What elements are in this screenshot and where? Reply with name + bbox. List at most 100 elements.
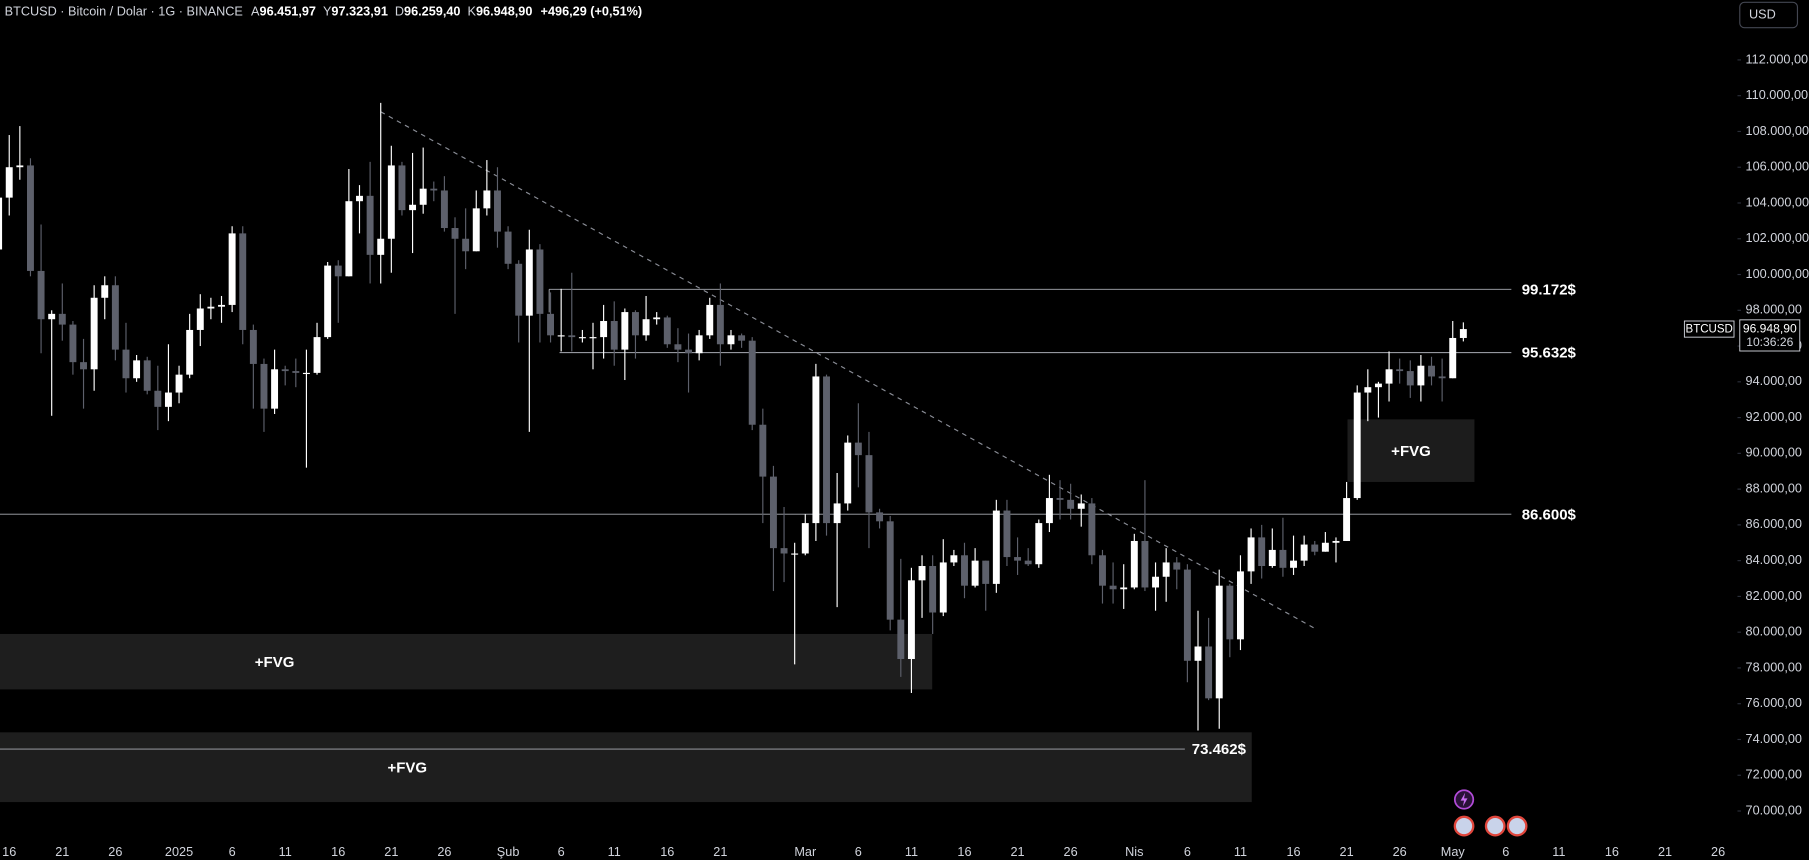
flag-icon[interactable] [1506,815,1528,837]
candle-body [1268,549,1276,567]
y-tick-label: 112.000,00 [1746,52,1809,66]
drawings: 99.172$ 95.632$ 86.600$ 73.462$ [0,111,1577,758]
y-tick-label: 100.000,00 [1746,267,1809,281]
x-tick-label: 26 [1393,845,1407,859]
candle-body [143,360,151,391]
candle-body [462,238,470,252]
candle-body [1236,571,1244,640]
candle-body [1035,523,1043,565]
candle-body [621,312,629,350]
fvg-zone [0,633,933,690]
candle-body [1067,499,1075,509]
candle-body [759,424,767,477]
y-tick-label: 108.000,00 [1746,124,1809,138]
field-key: K [468,5,477,19]
candle-body [568,335,576,338]
candle-body [1130,540,1138,588]
candle-body [387,165,395,239]
candle-body [90,297,98,370]
field-key: Y [323,5,332,19]
candle-body [823,376,830,524]
level-label: 99.172$ [1522,281,1577,298]
candle-body [1099,555,1106,586]
fvg-label: +FVG [387,759,427,776]
candle-body [1300,544,1308,561]
x-tick-label: 11 [1234,845,1247,859]
level-label: 95.632$ [1522,345,1577,362]
candle-body [1003,510,1011,558]
candle-body [791,553,799,555]
x-tick-label: 16 [331,845,345,859]
candle-body [1343,498,1351,541]
candle-body [1109,585,1117,590]
candles [0,102,1467,731]
candle-body [716,304,724,345]
lightning-glyph [1460,792,1468,807]
candle-body [557,335,565,337]
candle-body [451,228,459,239]
candle-body [504,231,512,264]
candle-body [356,195,363,202]
candle-body [228,233,236,305]
candle-body [706,304,714,336]
candle-body [982,560,990,584]
candle-body [186,329,194,375]
candle-body [1173,562,1181,570]
x-tick-label: 6 [855,845,862,859]
candle-body [536,249,544,314]
candle-body [1374,383,1382,388]
y-tick-label: 94.000,00 [1746,374,1802,388]
candle-body [1406,371,1414,386]
candle-body [961,555,968,586]
candle-body [547,313,555,336]
x-tick-label: 21 [713,845,727,859]
currency-button-frame[interactable] [1739,1,1799,29]
y-tick-label: 92.000,00 [1746,410,1802,424]
candle-body [196,308,204,330]
flag-icon[interactable] [1484,815,1506,837]
x-tick-label: 16 [1286,845,1300,859]
y-tick-label: 88.000,00 [1746,481,1802,495]
candle-body [1428,365,1435,377]
candle-body [377,238,385,255]
x-tick-label: 21 [1340,845,1354,859]
candle-body [600,321,608,338]
y-tick-label: 82.000,00 [1746,589,1802,603]
x-tick-label: 16 [957,845,971,859]
candle-body [738,335,746,341]
candle-body [854,442,862,456]
field-value: 96.451,97 [260,5,316,19]
x-tick-label: 11 [279,845,292,859]
field-value: 96.948,90 [476,5,532,19]
field-value: 97.323,91 [331,5,387,19]
field-key: D [395,5,404,19]
y-tick-label: 74.000,00 [1746,732,1802,746]
candle-body [271,369,279,409]
candle-body [1215,585,1223,699]
candle-body [939,562,947,613]
candle-body [1332,540,1340,543]
candle-body [207,306,215,309]
fvg-label: +FVG [1391,443,1431,460]
x-tick-label: 16 [1605,845,1619,859]
candle-body [631,312,639,336]
y-tick-label: 80.000,00 [1746,625,1802,639]
currency-button[interactable]: USD [1739,1,1799,29]
flag-icon[interactable] [1453,815,1475,837]
candle-body [0,197,3,250]
candle-body [589,337,597,339]
candle-body [1141,540,1149,588]
candle-body [1311,544,1319,552]
candle-body [685,349,692,354]
y-tick-label: 76.000,00 [1746,696,1802,710]
candle-body [769,476,777,549]
candle-body [80,362,87,370]
y-tick-label: 72.000,00 [1746,768,1802,782]
candle-body [1226,585,1234,640]
candle-body [897,619,905,660]
candle-body [801,523,809,554]
currency-label[interactable]: USD [1749,7,1776,21]
level-label: 73.462$ [1192,741,1247,758]
